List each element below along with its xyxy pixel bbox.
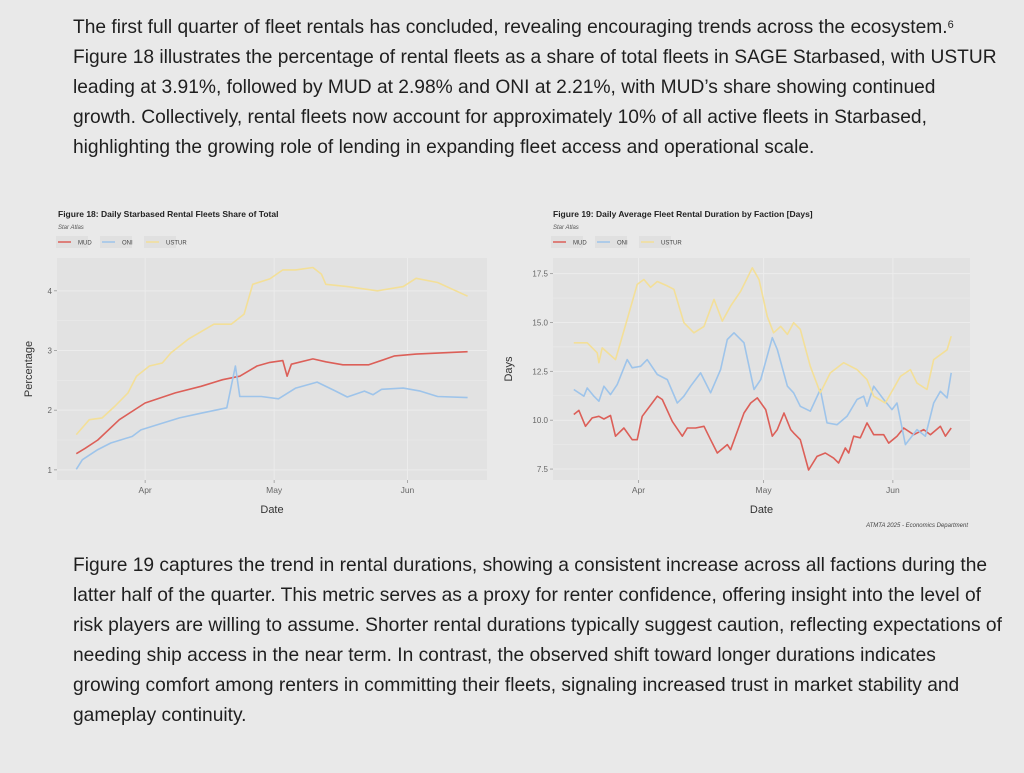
intro-paragraph: The first full quarter of fleet rentals … (73, 13, 1003, 163)
intro-text-a: The first full quarter of fleet rentals … (73, 17, 948, 38)
series-line-oni (75, 365, 468, 470)
y-axis-title: Days (503, 356, 515, 382)
legend-label-mud: MUD (78, 241, 92, 247)
footnote-ref[interactable]: 6 (947, 19, 954, 31)
y-tick-label: 10.0 (532, 416, 548, 425)
chart-svg: Figure 18: Daily Starbased Rental Fleets… (23, 209, 487, 516)
duration-paragraph: Figure 19 captures the trend in rental d… (73, 555, 1002, 726)
legend-label-oni: ONI (617, 241, 628, 247)
plot-panel (57, 258, 487, 480)
series-line-mud (573, 395, 952, 471)
chart-title: Figure 18: Daily Starbased Rental Fleets… (58, 209, 278, 219)
x-tick-label: May (266, 485, 283, 495)
y-tick-label: 7.5 (537, 465, 549, 474)
legend-key-bg (639, 236, 671, 248)
x-tick-label: Apr (632, 485, 645, 495)
y-tick-label: 4 (48, 287, 53, 296)
y-tick-label: 3 (48, 347, 53, 356)
y-tick-label: 17.5 (532, 270, 548, 279)
chart-subtitle: Star Atlas (553, 225, 579, 231)
legend-label-mud: MUD (573, 241, 587, 247)
series-line-mud (75, 350, 468, 455)
x-tick-label: Apr (139, 485, 152, 495)
series-line-ustur (573, 267, 952, 404)
legend-label-ustur: USTUR (166, 241, 187, 247)
x-axis-title: Date (750, 504, 773, 516)
x-tick-label: Jun (886, 485, 900, 495)
x-tick-label: Jun (401, 485, 415, 495)
series-line-ustur (75, 266, 468, 436)
legend-key-bg (100, 236, 132, 248)
chart-subtitle: Star Atlas (58, 225, 84, 231)
x-tick-label: May (756, 485, 773, 495)
legend-key-bg (144, 236, 176, 248)
legend-key-bg (595, 236, 627, 248)
y-axis-title: Percentage (23, 341, 35, 397)
y-tick-label: 2 (48, 406, 53, 415)
y-tick-label: 15.0 (532, 318, 548, 327)
intro-text-b: Figure 18 illustrates the percentage of … (73, 47, 997, 158)
chart-svg: Figure 19: Daily Average Fleet Rental Du… (503, 209, 970, 529)
figure-18-rental-share-chart: Figure 18: Daily Starbased Rental Fleets… (20, 200, 500, 535)
figure-19-rental-duration-chart: Figure 19: Daily Average Fleet Rental Du… (500, 200, 980, 535)
y-tick-label: 1 (48, 466, 53, 475)
series-line-oni (573, 332, 952, 446)
chart-title: Figure 19: Daily Average Fleet Rental Du… (553, 209, 813, 219)
chart-caption: ATMTA 2025 - Economics Department (865, 523, 968, 529)
legend-label-ustur: USTUR (661, 241, 682, 247)
legend-key-bg (56, 236, 88, 248)
x-axis-title: Date (260, 504, 283, 516)
legend-key-bg (551, 236, 583, 248)
legend-label-oni: ONI (122, 241, 133, 247)
plot-panel (553, 258, 970, 480)
y-tick-label: 12.5 (532, 367, 548, 376)
